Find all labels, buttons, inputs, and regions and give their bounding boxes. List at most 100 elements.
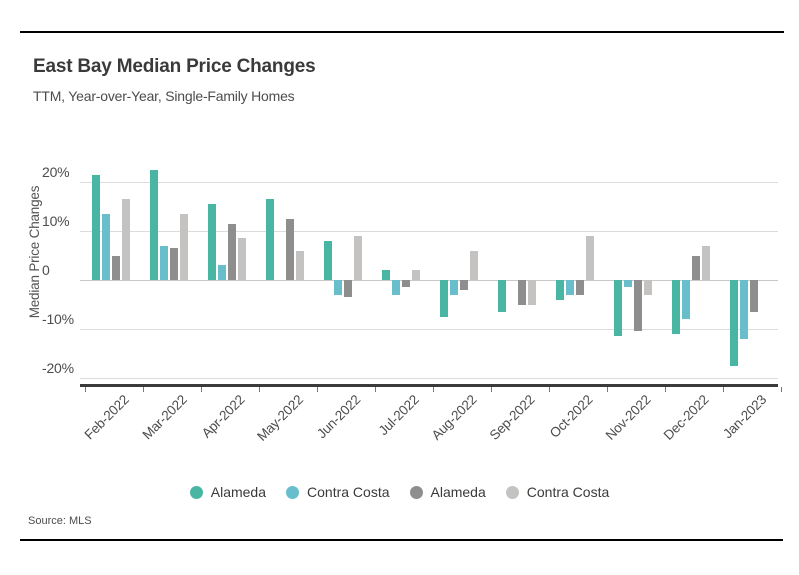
x-axis-tick (143, 387, 144, 392)
bar-alameda-jun-2022[interactable] (344, 280, 352, 298)
bar-contra-costa-dec-2022[interactable] (702, 245, 710, 280)
legend-dot (286, 485, 300, 499)
bar-alameda-jan-2023[interactable] (730, 280, 738, 366)
x-axis-tick (317, 387, 318, 392)
bar-alameda-mar-2022[interactable] (170, 248, 178, 280)
legend-dot (505, 485, 519, 499)
y-tick-label: 0 (42, 262, 50, 278)
bar-alameda-jul-2022[interactable] (382, 270, 390, 280)
legend-label: Alameda (210, 484, 267, 500)
bar-contra-costa-jul-2022[interactable] (412, 270, 420, 280)
bar-alameda-may-2022[interactable] (286, 218, 294, 280)
bottom-divider (20, 539, 783, 541)
bar-alameda-oct-2022[interactable] (576, 280, 584, 295)
bar-contra-costa-mar-2022[interactable] (160, 245, 168, 280)
chart-title: East Bay Median Price Changes (33, 56, 316, 77)
bar-contra-costa-oct-2022[interactable] (566, 280, 574, 295)
x-tick-label: Feb-2022 (81, 392, 132, 443)
bar-contra-costa-aug-2022[interactable] (450, 280, 458, 295)
legend-label: Contra Costa (307, 484, 390, 500)
x-axis-tick (781, 387, 782, 392)
bar-alameda-jun-2022[interactable] (324, 240, 332, 280)
gridline (80, 329, 778, 330)
bar-contra-costa-jul-2022[interactable] (392, 280, 400, 295)
bar-alameda-may-2022[interactable] (266, 199, 274, 280)
bar-alameda-mar-2022[interactable] (150, 169, 158, 280)
x-axis-tick (375, 387, 376, 392)
gridline (80, 378, 778, 379)
bar-contra-costa-apr-2022[interactable] (218, 265, 226, 280)
legend: Alameda Contra Costa Alameda Contra Costa (0, 484, 799, 500)
bar-alameda-feb-2022[interactable] (92, 174, 100, 280)
legend-label: Contra Costa (526, 484, 610, 500)
x-tick-label: Jun-2022 (314, 392, 364, 442)
source-note: Source: MLS (28, 515, 92, 527)
gridline (80, 182, 778, 183)
bar-contra-costa-aug-2022[interactable] (470, 250, 478, 280)
y-tick-label: -10% (42, 311, 74, 327)
y-tick-label: 10% (42, 213, 70, 229)
x-tick-label: May-2022 (253, 392, 306, 444)
bar-alameda-apr-2022[interactable] (208, 204, 216, 280)
x-axis-tick (433, 387, 434, 392)
x-tick-label: Sep-2022 (486, 392, 538, 443)
bar-alameda-nov-2022[interactable] (614, 280, 622, 337)
bar-contra-costa-feb-2022[interactable] (122, 199, 130, 280)
x-tick-label: Aug-2022 (428, 392, 480, 443)
x-tick-label: Dec-2022 (660, 392, 712, 443)
bar-contra-costa-nov-2022[interactable] (624, 280, 632, 288)
bar-alameda-dec-2022[interactable] (672, 280, 680, 334)
x-tick-label: Oct-2022 (546, 392, 596, 441)
legend-item-contra-costa: Contra Costa (286, 484, 390, 500)
bar-contra-costa-feb-2022[interactable] (102, 213, 110, 280)
bar-alameda-nov-2022[interactable] (634, 280, 642, 332)
chart-subtitle: TTM, Year-over-Year, Single-Family Homes (33, 88, 295, 104)
bar-alameda-sep-2022[interactable] (518, 280, 526, 305)
bar-alameda-apr-2022[interactable] (228, 223, 236, 280)
bar-contra-costa-jun-2022[interactable] (334, 280, 342, 295)
gridline (80, 280, 778, 281)
x-tick-label: Jul-2022 (375, 392, 422, 439)
y-tick-label: -20% (42, 360, 74, 376)
bar-contra-costa-sep-2022[interactable] (528, 280, 536, 305)
bar-alameda-feb-2022[interactable] (112, 255, 120, 280)
x-tick-label: Apr-2022 (198, 392, 248, 441)
x-axis-tick (607, 387, 608, 392)
bar-alameda-jan-2023[interactable] (750, 280, 758, 312)
x-tick-label: Nov-2022 (602, 392, 654, 443)
bar-alameda-sep-2022[interactable] (498, 280, 506, 312)
bar-alameda-dec-2022[interactable] (692, 255, 700, 280)
bar-contra-costa-dec-2022[interactable] (682, 280, 690, 320)
x-tick-label: Jan-2023 (720, 392, 770, 442)
y-tick-label: 20% (42, 164, 70, 180)
x-axis-tick (549, 387, 550, 392)
legend-label: Alameda (430, 484, 486, 500)
bar-contra-costa-jan-2023[interactable] (740, 280, 748, 339)
bar-contra-costa-nov-2022[interactable] (644, 280, 652, 295)
x-axis-tick (723, 387, 724, 392)
x-axis-tick (201, 387, 202, 392)
bar-contra-costa-jun-2022[interactable] (354, 235, 362, 280)
bar-alameda-oct-2022[interactable] (556, 280, 564, 300)
bar-alameda-jul-2022[interactable] (402, 280, 410, 288)
legend-dot (409, 485, 423, 499)
bar-contra-costa-mar-2022[interactable] (180, 213, 188, 280)
x-axis-tick (259, 387, 260, 392)
legend-item-contra-costa: Contra Costa (505, 484, 610, 500)
top-divider (20, 31, 784, 33)
bar-contra-costa-apr-2022[interactable] (238, 238, 246, 280)
x-axis-line (80, 384, 778, 387)
legend-item-alameda: Alameda (189, 484, 267, 500)
legend-item-alameda: Alameda (409, 484, 486, 500)
x-axis-tick (491, 387, 492, 392)
x-tick-label: Mar-2022 (139, 392, 190, 443)
gridline (80, 231, 778, 232)
x-axis-tick (85, 387, 86, 392)
bar-alameda-aug-2022[interactable] (440, 280, 448, 317)
bar-alameda-aug-2022[interactable] (460, 280, 468, 290)
x-axis-tick (665, 387, 666, 392)
bar-contra-costa-oct-2022[interactable] (586, 235, 594, 280)
bar-contra-costa-may-2022[interactable] (296, 250, 304, 280)
